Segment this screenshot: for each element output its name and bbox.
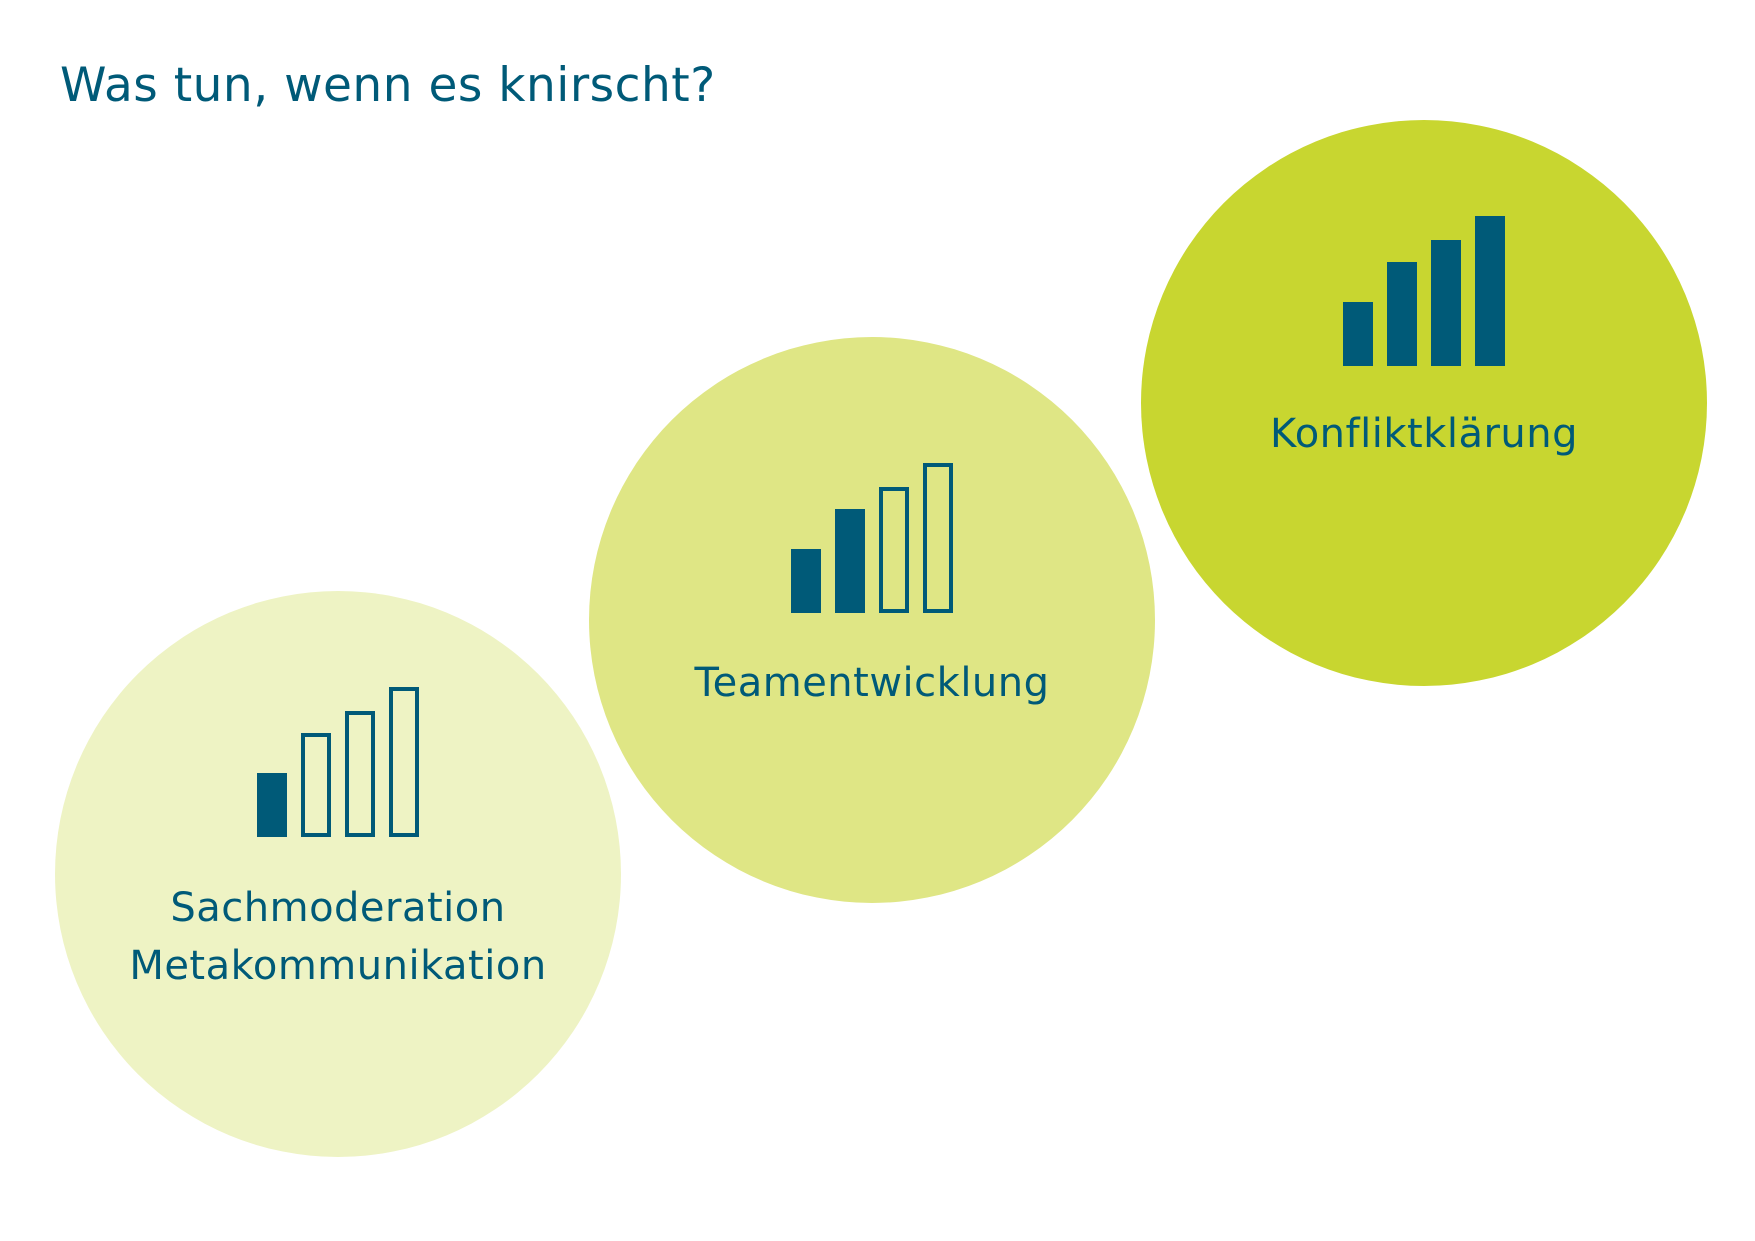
signal-bars-4-of-4-icon: [1141, 206, 1707, 366]
signal-bar-filled: [1475, 216, 1505, 366]
step-label-line: Konfliktklärung: [1269, 411, 1579, 457]
step-label: Konfliktklärung: [1141, 405, 1707, 463]
step-label-line: Sachmoderation: [170, 885, 506, 931]
signal-bars-2-of-4-icon: [589, 453, 1155, 613]
signal-bar-filled: [835, 509, 865, 613]
step-circle-konfliktklaerung: Konfliktklärung: [1141, 120, 1707, 686]
signal-bar-filled: [791, 549, 821, 613]
step-circle-teamentwicklung: Teamentwicklung: [589, 337, 1155, 903]
signal-bar-empty: [389, 687, 419, 837]
step-label: Teamentwicklung: [589, 654, 1155, 712]
signal-bar-empty: [301, 733, 331, 837]
signal-bar-filled: [1431, 240, 1461, 366]
signal-bar-empty: [923, 463, 953, 613]
step-label-line: Metakommunikation: [129, 943, 547, 989]
signal-bars-1-of-4-icon: [55, 677, 621, 837]
signal-bar-empty: [879, 487, 909, 613]
page-title: Was tun, wenn es knirscht?: [60, 58, 716, 113]
signal-bar-filled: [1387, 262, 1417, 366]
step-label: Sachmoderation Metakommunikation: [55, 879, 621, 995]
signal-bar-filled: [257, 773, 287, 837]
step-circle-sachmoderation: Sachmoderation Metakommunikation: [55, 591, 621, 1157]
signal-bar-empty: [345, 711, 375, 837]
step-label-line: Teamentwicklung: [694, 660, 1050, 706]
signal-bar-filled: [1343, 302, 1373, 366]
